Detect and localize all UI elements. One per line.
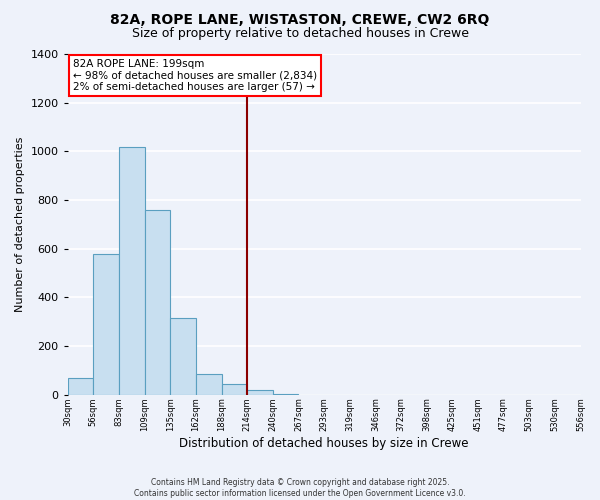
X-axis label: Distribution of detached houses by size in Crewe: Distribution of detached houses by size …	[179, 437, 469, 450]
Bar	[273, 394, 298, 395]
Text: Size of property relative to detached houses in Crewe: Size of property relative to detached ho…	[131, 28, 469, 40]
Text: 82A, ROPE LANE, WISTASTON, CREWE, CW2 6RQ: 82A, ROPE LANE, WISTASTON, CREWE, CW2 6R…	[110, 12, 490, 26]
Bar	[221, 384, 247, 395]
Text: Contains HM Land Registry data © Crown copyright and database right 2025.
Contai: Contains HM Land Registry data © Crown c…	[134, 478, 466, 498]
Bar	[68, 378, 94, 395]
Bar	[196, 374, 221, 395]
Bar	[119, 146, 145, 395]
Bar	[170, 318, 196, 395]
Y-axis label: Number of detached properties: Number of detached properties	[15, 136, 25, 312]
Bar	[145, 210, 170, 395]
Bar	[247, 390, 273, 395]
Bar	[94, 254, 119, 395]
Text: 82A ROPE LANE: 199sqm
← 98% of detached houses are smaller (2,834)
2% of semi-de: 82A ROPE LANE: 199sqm ← 98% of detached …	[73, 59, 317, 92]
